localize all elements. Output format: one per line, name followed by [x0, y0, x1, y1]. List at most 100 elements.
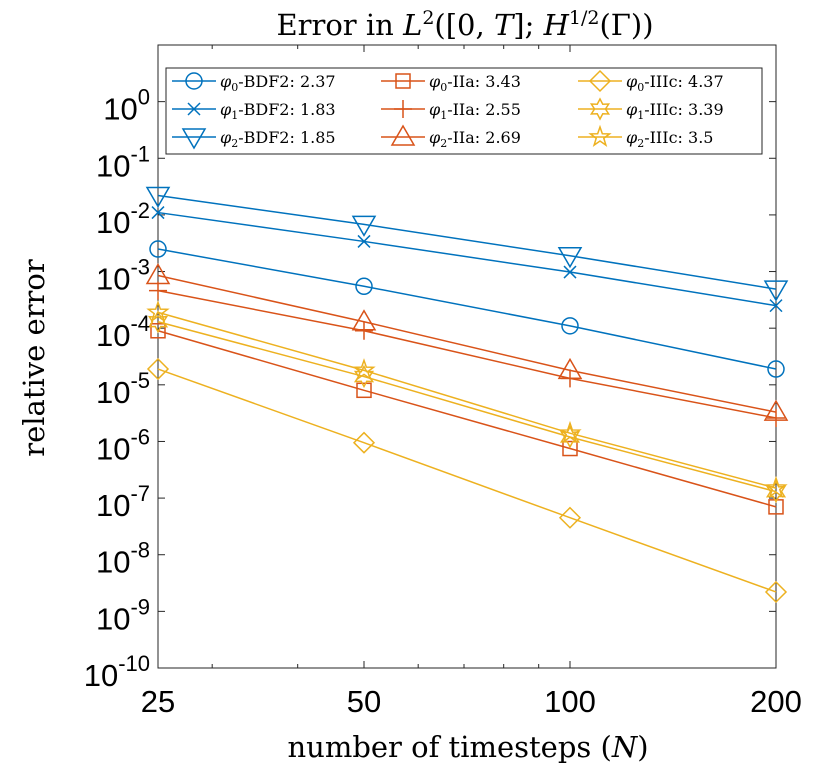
series-4 [149, 281, 785, 427]
data-point [769, 299, 783, 313]
legend-entry-5: φ2-IIa: 2.69 [381, 124, 521, 150]
series-layer [145, 186, 789, 604]
data-point [353, 364, 375, 389]
data-point [145, 263, 171, 285]
legend-entry-3: φ0-IIa: 3.43 [381, 72, 521, 94]
y-tick-label: 10-8 [96, 538, 150, 580]
legend-marker [187, 102, 201, 116]
legend-entry-1: φ1-BDF2: 1.83 [172, 100, 336, 122]
series-1 [151, 206, 783, 313]
data-point [355, 321, 373, 340]
data-point [355, 277, 373, 296]
data-point [763, 399, 789, 421]
series-line [157, 368, 777, 593]
series-5 [145, 263, 789, 421]
y-tick-label: 10-2 [96, 198, 150, 240]
legend-marker [588, 69, 612, 93]
data-point [352, 358, 376, 381]
x-tick-label: 200 [750, 684, 802, 719]
data-point [558, 506, 582, 529]
series-line [157, 274, 777, 413]
data-point [764, 580, 788, 604]
legend-marker [181, 128, 207, 150]
series-7 [147, 310, 787, 504]
data-point [352, 431, 376, 454]
data-point [150, 323, 166, 339]
data-point [151, 206, 165, 220]
chart-title: Error in L2([0, T]; H1/2(Γ)) [276, 7, 653, 42]
series-line [157, 248, 777, 370]
data-point [146, 357, 170, 381]
data-point [559, 425, 581, 449]
y-tick-labels: 10-10 10-9 10-8 10-7 10-6 10-5 10-4 10-3 10-2 10-… [84, 85, 150, 693]
data-point [563, 265, 577, 279]
series-2 [145, 186, 789, 302]
legend-marker [394, 100, 412, 118]
data-point [767, 360, 785, 378]
x-tick-label: 100 [544, 684, 596, 719]
series-line [157, 194, 777, 290]
legend-marker [390, 124, 416, 146]
data-point [763, 280, 789, 302]
data-point [149, 281, 167, 300]
y-tick-label: 10-10 [84, 651, 150, 693]
series-line [157, 330, 777, 508]
legend-entry-7: φ1-IIIc: 3.39 [578, 97, 724, 122]
legend-label: φ1-BDF2: 1.83 [220, 100, 336, 122]
y-tick-label: 10-6 [96, 424, 150, 466]
series-8 [146, 300, 788, 499]
legend-entry-8: φ2-IIIc: 3.5 [578, 124, 713, 150]
data-point [557, 357, 583, 380]
series-line [157, 311, 777, 489]
y-tick-label: 10-3 [96, 255, 150, 297]
legend-label: φ1-IIIc: 3.39 [626, 100, 724, 122]
data-point [351, 309, 377, 331]
legend-marker [185, 72, 203, 90]
data-point [351, 215, 377, 237]
data-point [356, 382, 372, 399]
x-tick-labels: 25 50 100 200 [141, 684, 802, 719]
legend-label: φ0-BDF2: 2.37 [220, 72, 336, 94]
legend-entry-0: φ0-BDF2: 2.37 [172, 72, 336, 94]
legend-marker [588, 124, 612, 147]
data-point [147, 310, 169, 334]
series-line [157, 211, 777, 307]
y-axis-label: relative error [17, 259, 51, 457]
legend-entry-2: φ2-BDF2: 1.85 [172, 128, 336, 150]
data-point [765, 480, 787, 504]
legend-label: φ0-IIa: 3.43 [429, 72, 521, 94]
y-tick-label: 10-5 [96, 368, 150, 410]
series-line [157, 289, 777, 419]
axes-box [157, 44, 777, 669]
data-point [558, 420, 582, 444]
series-0 [149, 240, 785, 378]
data-point [561, 317, 579, 335]
legend-label: φ0-IIIc: 4.37 [626, 72, 724, 94]
legend-label: φ1-IIa: 2.55 [429, 100, 521, 122]
data-point [145, 186, 171, 209]
legend-label: φ2-IIa: 2.69 [429, 128, 521, 150]
x-tick-label: 25 [141, 684, 175, 719]
x-axis-label: number of timesteps (N) [287, 730, 648, 764]
plot-frame [157, 44, 777, 669]
data-point [149, 240, 167, 258]
y-tick-label: 100 [103, 85, 150, 127]
data-point [764, 475, 788, 499]
legend-marker [589, 97, 611, 121]
y-tick-label: 10-7 [96, 481, 150, 523]
series-line [157, 321, 777, 493]
legend-box [165, 67, 763, 155]
x-tick-label: 50 [347, 684, 381, 719]
data-point [146, 300, 170, 323]
legend-label: φ2-IIIc: 3.5 [626, 128, 713, 150]
legend-marker [395, 73, 411, 89]
y-tick-label: 10-4 [96, 311, 150, 353]
data-point [557, 247, 583, 269]
data-point [562, 440, 578, 457]
legend-entry-6: φ0-IIIc: 4.37 [578, 69, 724, 94]
legend-label: φ2-BDF2: 1.85 [220, 128, 336, 150]
title-prefix: Error in [276, 8, 403, 42]
data-point [357, 234, 371, 248]
y-tick-label: 10-1 [96, 141, 150, 183]
